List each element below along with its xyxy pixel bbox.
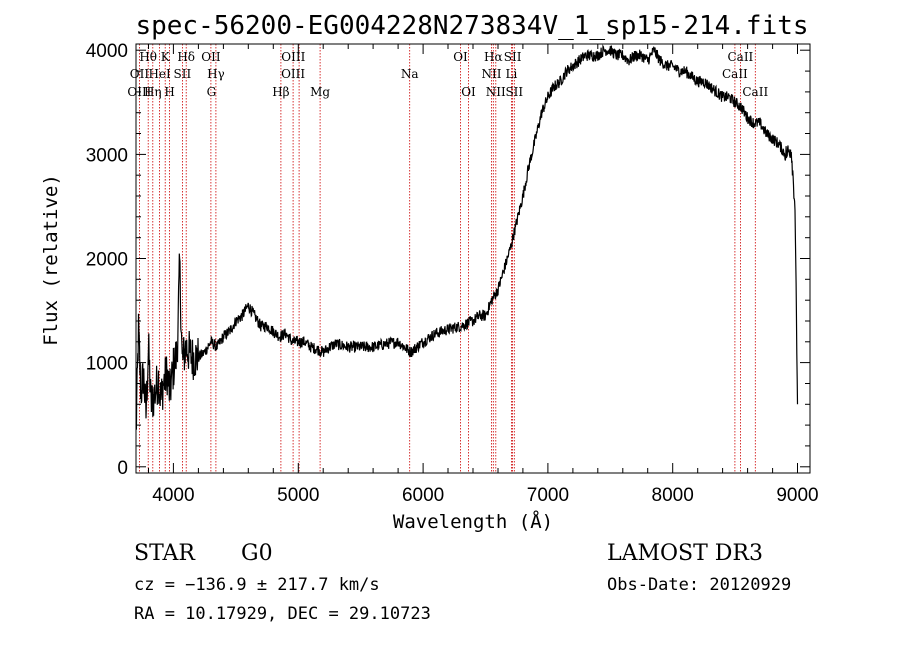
y-tick-label: 2000 [86,250,128,271]
spectral-line-label: OIII [281,67,305,81]
line-markers [138,44,756,473]
spectral-line-label: Li [505,67,517,81]
spectral-line-label: G [207,85,217,99]
x-tick-label: 9000 [776,485,818,506]
spectral-line-label: SII [505,85,523,99]
object-type: STAR [134,541,196,566]
plot-frame [135,43,811,474]
y-tick-labels: 0 1000 2000 3000 4000 [86,41,128,479]
chart-title: spec-56200-EG004228N273834V_1_sp15-214.f… [135,11,808,41]
spectral-line-label: CaII [722,67,748,81]
x-tick-label: 4000 [152,485,194,506]
x-tick-label: 6000 [402,485,444,506]
x-tick-label: 8000 [652,485,694,506]
redshift-text: cz = −136.9 ± 217.7 km/s [134,575,380,595]
y-tick-label: 3000 [86,145,128,166]
spectral-line-label: H [164,85,174,99]
spectral-line-label: CaII [742,85,768,99]
obs-date: Obs-Date: 20120929 [607,575,791,595]
spectral-line-label: OI [461,85,476,99]
x-tick-label: 7000 [527,485,569,506]
subclass: G0 [241,541,273,566]
spectral-line-label: Na [401,67,419,81]
spectral-line-label: OI [453,50,468,64]
spectral-line-label: K [161,50,171,64]
y-tick-label: 0 [117,458,128,479]
spectral-line-label: SII [504,50,522,64]
spectrum-line [135,44,799,430]
x-tick-labels: 4000 5000 6000 7000 8000 9000 [152,485,818,506]
spectral-line-label: CaII [727,50,753,64]
axis-ticks [136,44,810,473]
spectral-line-label: Hγ [207,67,225,81]
spectral-line-label: Hα [484,50,503,64]
spectral-line-label: Hθ [139,50,157,64]
x-axis-label: Wavelength (Å) [393,510,553,533]
coordinates: RA = 10.17929, DEC = 29.10723 [134,604,431,624]
spectral-line-label: OIII [281,50,305,64]
spectral-line-label: Hη [144,85,162,99]
x-tick-label: 5000 [277,485,319,506]
spectral-line-label: SII [174,67,192,81]
y-tick-label: 4000 [86,41,128,62]
spectral-line-label: OII [201,50,221,64]
spectral-line-label: NII [486,85,506,99]
y-tick-label: 1000 [86,354,128,375]
spectral-line-label: NII [482,67,502,81]
spectral-line-label: Hδ [177,50,195,64]
spectral-line-label: HeI [148,67,171,81]
y-axis-label: Flux (relative) [40,174,62,346]
survey-name: LAMOST DR3 [607,541,763,566]
spectral-line-label: OII [130,67,150,81]
spectral-line-label: Mg [310,85,330,99]
spectral-line-label: Hβ [272,85,289,99]
